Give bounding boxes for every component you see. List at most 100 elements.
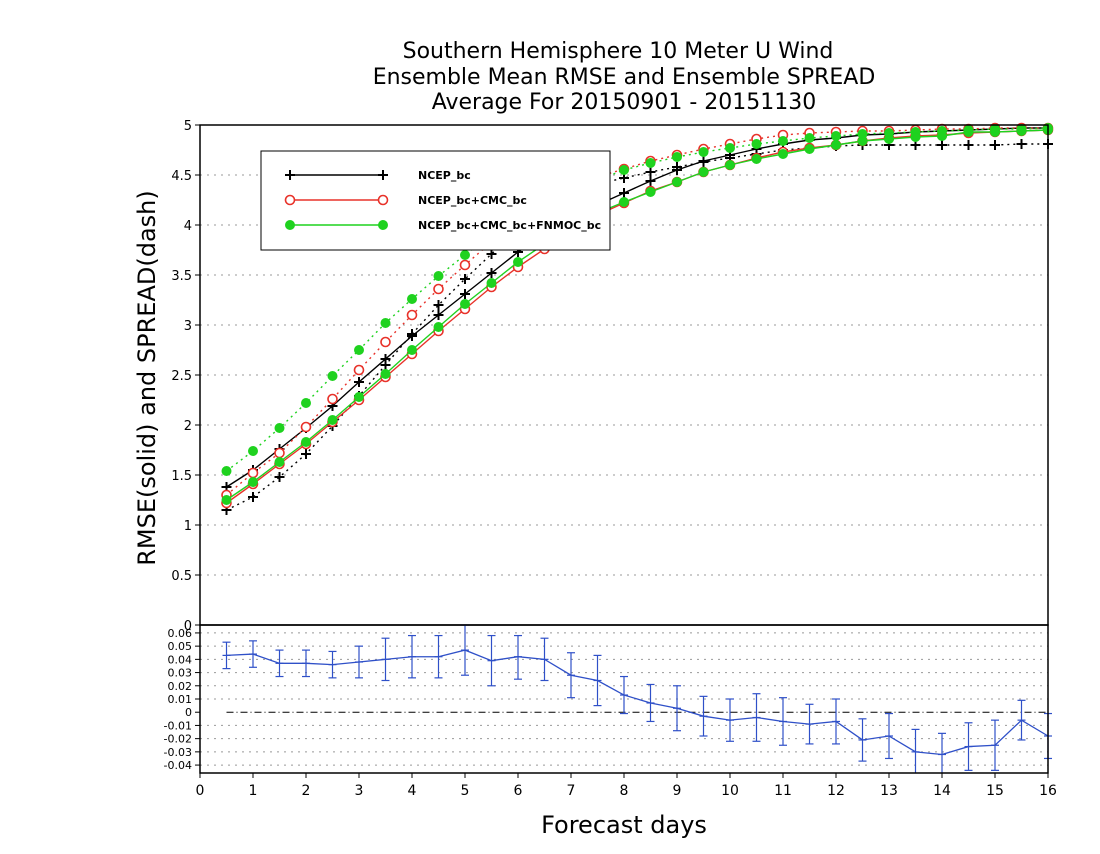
data-point-filled-circle	[274, 457, 285, 467]
bottom-y-tick-label: 0	[185, 706, 192, 719]
top-y-tick-label: 1	[184, 519, 192, 534]
data-point-open-circle	[377, 194, 389, 206]
y-axis-label: RMSE(solid) and SPREAD(dash)	[133, 190, 161, 566]
data-point-filled-circle	[645, 158, 656, 168]
data-point-open-circle	[247, 467, 259, 479]
data-point-filled-circle	[645, 187, 656, 197]
bottom-y-tick-label: 0.02	[168, 680, 193, 693]
top-y-tick-label: 1.5	[171, 469, 192, 484]
data-point-filled-circle	[672, 177, 682, 187]
data-point-filled-circle	[990, 127, 1000, 137]
data-point-filled-circle	[433, 271, 444, 281]
data-point-filled-circle	[327, 371, 338, 381]
legend-label: NCEP_bc+CMC_bc	[418, 194, 527, 207]
top-y-tick-label: 4	[184, 219, 192, 234]
data-point-filled-circle	[301, 437, 311, 447]
bottom-grid	[200, 632, 1048, 766]
data-point-filled-circle	[778, 149, 788, 159]
x-tick-label: 5	[461, 783, 470, 799]
data-point-open-circle	[459, 259, 471, 271]
top-y-tick-label: 0.5	[171, 569, 192, 584]
data-point-filled-circle	[327, 415, 338, 425]
x-tick-label: 1	[249, 783, 258, 799]
bottom-y-tick-label: 0.01	[168, 693, 193, 706]
legend-label: NCEP_bc+CMC_bc+FNMOC_bc	[418, 219, 601, 232]
title-line-3: Average For 20150901 - 20151130	[432, 90, 817, 115]
x-tick-label: 16	[1039, 783, 1057, 799]
x-tick-label: 7	[567, 783, 576, 799]
x-tick-label: 12	[827, 783, 845, 799]
data-point-filled-circle	[380, 318, 391, 328]
x-tick-label: 4	[408, 783, 417, 799]
legend-label: NCEP_bc	[418, 169, 471, 182]
data-point-filled-circle	[354, 345, 364, 355]
data-point-filled-circle	[460, 250, 470, 260]
data-point-filled-circle	[672, 152, 682, 162]
data-point-open-circle	[380, 336, 391, 348]
data-point-open-circle	[274, 447, 285, 459]
x-tick-label: 10	[721, 783, 739, 799]
x-tick-label: 6	[514, 783, 523, 799]
data-point-filled-circle	[698, 167, 709, 177]
bottom-y-ticks: -0.04-0.03-0.02-0.0100.010.020.030.040.0…	[164, 627, 200, 772]
x-tick-label: 14	[933, 783, 951, 799]
data-point-open-circle	[327, 393, 338, 405]
data-point-filled-circle	[407, 345, 417, 355]
data-point-filled-circle	[380, 369, 391, 379]
difference-line	[226, 649, 1049, 756]
data-point-filled-circle	[804, 133, 815, 143]
bottom-y-tick-label: 0.04	[168, 653, 193, 666]
bottom-y-tick-label: 0.06	[168, 627, 193, 640]
data-point-filled-circle	[221, 466, 232, 476]
data-point-filled-circle	[725, 160, 735, 170]
title-line-2: Ensemble Mean RMSE and Ensemble SPREAD	[373, 65, 876, 90]
data-point-filled-circle	[804, 144, 815, 154]
chart-title: Southern Hemisphere 10 Meter U Wind Ense…	[373, 39, 876, 115]
legend-box	[260, 150, 611, 251]
data-point-filled-circle	[698, 147, 709, 157]
data-point-filled-circle	[619, 197, 629, 207]
data-point-filled-circle	[619, 165, 629, 175]
data-point-filled-circle	[725, 143, 735, 153]
bottom-series	[222, 624, 1052, 773]
data-point-filled-circle	[486, 278, 497, 288]
x-tick-label: 3	[355, 783, 364, 799]
data-point-filled-circle	[248, 477, 258, 487]
x-tick-label: 0	[196, 783, 205, 799]
data-point-filled-circle	[857, 136, 868, 146]
top-y-ticks: 0 0.5 1 1.5 2 2.5 3 3.5 4 4.5 5	[171, 119, 200, 634]
legend: NCEP_bc NCEP_bc+CMC_bc NCEP_bc+CMC_bc+FNMO…	[260, 150, 611, 251]
top-y-tick-label: 0	[184, 619, 192, 634]
bottom-y-tick-label: -0.04	[164, 759, 192, 772]
x-ticks: 0 1 2 3 4 5 6 7 8 9 10 11 12 13 14 15 16	[196, 773, 1057, 799]
bottom-y-tick-label: 0.03	[168, 667, 193, 680]
top-y-tick-label: 3.5	[171, 269, 192, 284]
difference-series	[222, 624, 1052, 773]
x-axis-label: Forecast days	[541, 811, 707, 839]
data-point-filled-circle	[274, 423, 285, 433]
top-y-tick-label: 2	[184, 419, 192, 434]
data-point-filled-circle	[831, 140, 841, 150]
data-point-open-circle	[406, 309, 418, 321]
data-point-filled-circle	[1016, 126, 1027, 136]
data-point-open-circle	[353, 364, 365, 376]
data-point-open-circle	[284, 194, 296, 206]
bottom-y-tick-label: -0.01	[164, 719, 192, 732]
data-point-filled-circle	[221, 495, 232, 505]
data-point-filled-circle	[751, 154, 762, 164]
bottom-y-tick-label: -0.03	[164, 746, 192, 759]
top-y-tick-label: 5	[184, 119, 192, 134]
data-point-filled-circle	[248, 446, 258, 456]
bottom-y-tick-label: -0.02	[164, 733, 192, 746]
data-point-filled-circle	[963, 127, 974, 137]
top-y-tick-label: 2.5	[171, 369, 192, 384]
x-tick-label: 13	[880, 783, 898, 799]
data-point-filled-circle	[285, 220, 295, 230]
bottom-y-tick-label: 0.05	[168, 640, 193, 653]
top-y-tick-label: 3	[184, 319, 192, 334]
top-y-tick-label: 4.5	[171, 169, 192, 184]
data-point-filled-circle	[910, 132, 921, 142]
x-tick-label: 8	[620, 783, 629, 799]
